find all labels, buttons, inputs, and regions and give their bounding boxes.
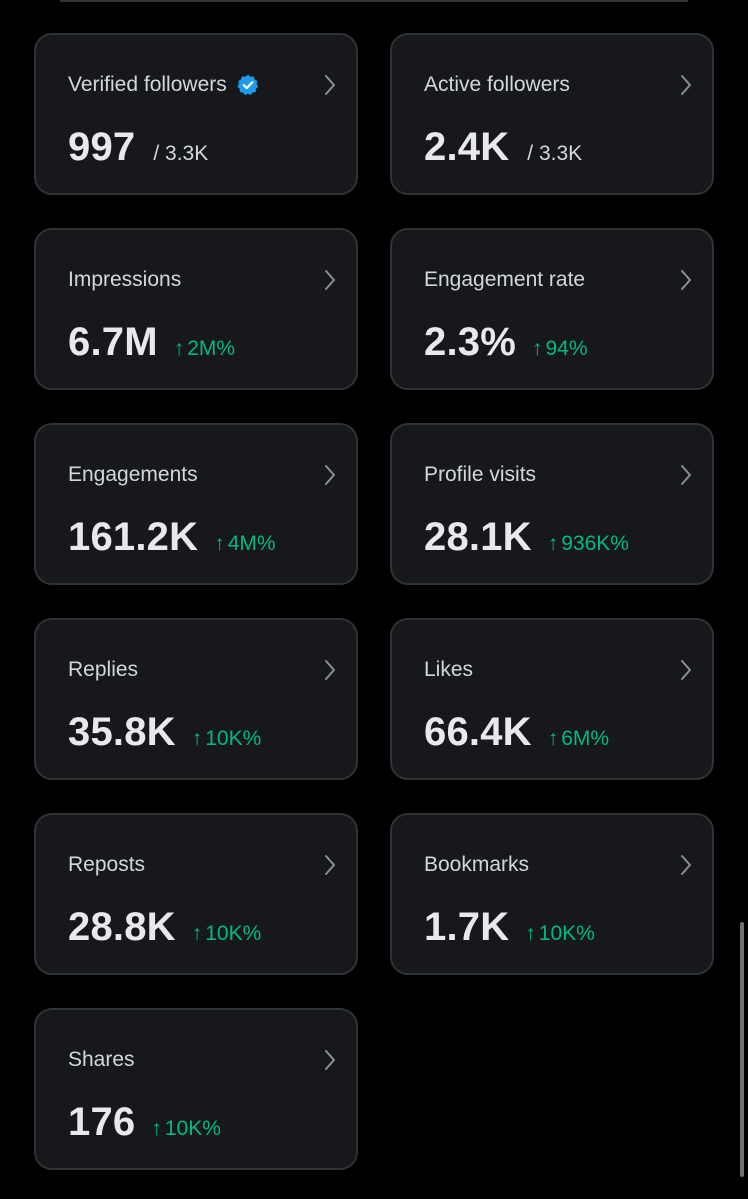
arrow-up-icon: ↑ [191,727,203,750]
card-delta: ↑ 936K% [548,532,629,556]
card-label: Profile visits [424,463,537,486]
card-likes[interactable]: Likes 66.4K ↑ 6M% [390,618,714,780]
card-engagements[interactable]: Engagements 161.2K ↑ 4M% [34,423,358,585]
arrow-up-icon: ↑ [214,532,225,555]
card-profile-visits[interactable]: Profile visits 28.1K ↑ 936K% [390,423,714,585]
card-value: 28.1K [424,515,532,559]
arrow-up-icon: ↑ [191,922,203,945]
card-value: 2.4K [424,125,510,169]
card-label: Engagement rate [424,268,586,291]
card-label-wrap: Engagements [68,463,198,487]
verified-badge-icon [237,74,258,95]
card-delta-value: 10K% [538,922,595,945]
arrow-up-icon: ↑ [531,337,543,360]
chevron-right-icon [681,855,691,875]
value-row: 6.7M ↑ 2M% [68,320,235,365]
value-row: 28.8K ↑ 10K% [68,905,261,950]
card-label: Reposts [68,853,146,876]
card-reposts[interactable]: Reposts 28.8K ↑ 10K% [34,813,358,975]
card-delta-value: 10K% [205,727,262,750]
card-label-wrap: Replies [68,658,138,682]
chevron-right-icon [325,660,335,680]
card-value: 2.3% [424,320,516,364]
chevron-right-icon [325,75,335,95]
chevron-right-icon [325,1050,335,1070]
card-impressions[interactable]: Impressions 6.7M ↑ 2M% [34,228,358,390]
card-verified-followers[interactable]: Verified followers 997 / 3.3K [34,33,358,195]
card-label-wrap: Active followers [424,73,570,97]
card-label-wrap: Shares [68,1048,135,1072]
scrollbar-thumb[interactable] [740,922,744,1177]
card-delta: ↑ 94% [532,337,588,361]
card-value: 35.8K [68,710,176,754]
card-value: 66.4K [424,710,532,754]
card-value: 161.2K [68,515,199,559]
value-row: 176 ↑ 10K% [68,1100,221,1145]
card-label-wrap: Engagement rate [424,268,585,292]
card-value: 1.7K [424,905,510,949]
card-secondary: / 3.3K [153,142,209,165]
chevron-right-icon [681,270,691,290]
card-delta: ↑ 10K% [192,727,262,751]
card-active-followers[interactable]: Active followers 2.4K / 3.3K [390,33,714,195]
card-delta: ↑ 10K% [192,922,262,946]
value-row: 1.7K ↑ 10K% [424,905,595,950]
card-label: Verified followers [68,73,227,96]
arrow-up-icon: ↑ [173,337,185,360]
value-row: 28.1K ↑ 936K% [424,515,629,560]
card-delta-value: 2M% [187,337,236,360]
card-value: 997 [68,125,136,169]
arrow-up-icon: ↑ [525,922,536,945]
value-row: 161.2K ↑ 4M% [68,515,276,560]
card-value: 176 [68,1100,136,1144]
card-label: Replies [68,658,139,681]
card-bookmarks[interactable]: Bookmarks 1.7K ↑ 10K% [390,813,714,975]
card-label-wrap: Impressions [68,268,181,292]
card-label-wrap: Profile visits [424,463,536,487]
card-secondary: / 3.3K [527,142,583,165]
card-delta: ↑ 10K% [525,922,595,946]
card-label-wrap: Bookmarks [424,853,529,877]
value-row: 35.8K ↑ 10K% [68,710,261,755]
chevron-right-icon [325,465,335,485]
card-delta-value: 6M% [561,727,610,750]
analytics-grid: Verified followers 997 / 3.3K Active fol… [34,33,714,1170]
chevron-right-icon [681,465,691,485]
card-label: Impressions [68,268,182,291]
card-engagement-rate[interactable]: Engagement rate 2.3% ↑ 94% [390,228,714,390]
card-delta: ↑ 10K% [151,1117,221,1141]
chevron-right-icon [325,270,335,290]
card-delta: ↑ 6M% [548,727,609,751]
card-value: 28.8K [68,905,176,949]
card-delta: ↑ 4M% [214,532,275,556]
card-label: Engagements [68,463,198,486]
chevron-right-icon [325,855,335,875]
value-row: 997 / 3.3K [68,125,208,170]
arrow-up-icon: ↑ [547,532,559,555]
card-label: Shares [68,1048,135,1071]
card-shares[interactable]: Shares 176 ↑ 10K% [34,1008,358,1170]
card-delta: ↑ 2M% [174,337,235,361]
value-row: 66.4K ↑ 6M% [424,710,609,755]
card-delta-value: 10K% [164,1117,221,1140]
card-delta-value: 4M% [227,532,276,555]
card-value: 6.7M [68,320,158,364]
chevron-right-icon [681,75,691,95]
card-label-wrap: Reposts [68,853,145,877]
value-row: 2.4K / 3.3K [424,125,582,170]
card-replies[interactable]: Replies 35.8K ↑ 10K% [34,618,358,780]
arrow-up-icon: ↑ [547,727,559,750]
card-label: Bookmarks [424,853,530,876]
card-label: Active followers [424,73,570,96]
card-delta-value: 10K% [205,922,262,945]
card-delta-value: 94% [545,337,588,360]
chevron-right-icon [681,660,691,680]
value-row: 2.3% ↑ 94% [424,320,588,365]
card-label-wrap: Verified followers [68,73,259,97]
card-label: Likes [424,658,474,681]
arrow-up-icon: ↑ [151,1117,162,1140]
card-label-wrap: Likes [424,658,473,682]
top-divider [60,0,688,2]
card-delta-value: 936K% [561,532,629,555]
